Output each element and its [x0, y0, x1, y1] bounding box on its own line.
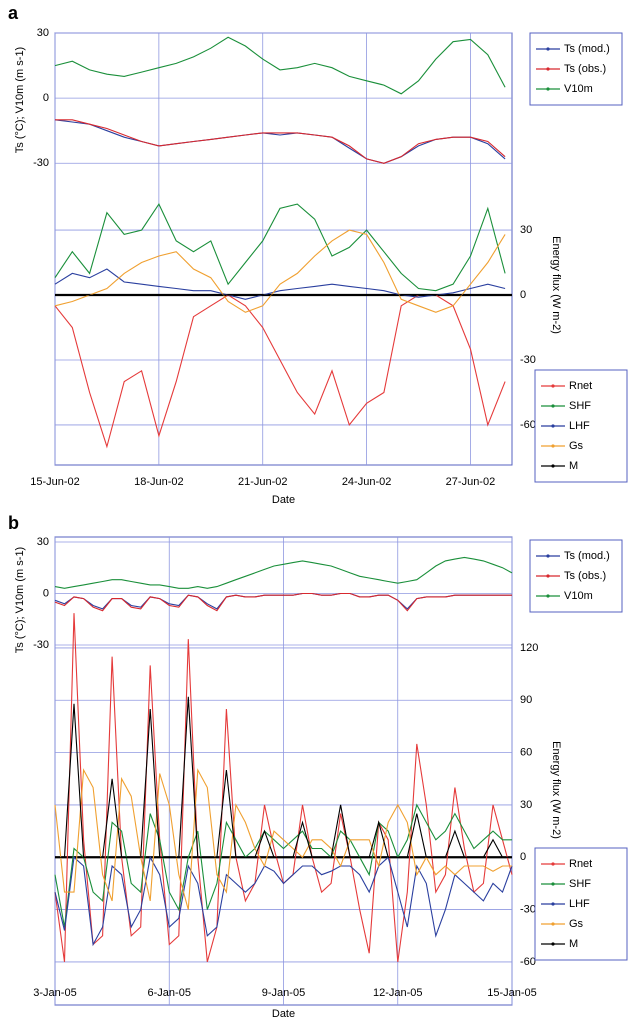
- y2-tick-label: -30: [520, 903, 536, 915]
- y-tick-label: -30: [33, 157, 49, 169]
- y2-axis-title: Energy flux (W m-2): [550, 741, 562, 839]
- legend-marker: [551, 384, 555, 388]
- legend-marker: [546, 574, 550, 578]
- legend-marker: [551, 404, 555, 408]
- series-line: [54, 803, 512, 928]
- y-tick-label: 30: [37, 27, 49, 39]
- x-tick-label: 21-Jun-02: [238, 476, 288, 488]
- legend-marker: [551, 424, 555, 428]
- x-tick-label: 24-Jun-02: [342, 476, 392, 488]
- legend-marker: [546, 87, 550, 91]
- series-line: [55, 119, 506, 164]
- legend-label: V10m: [564, 83, 593, 95]
- y2-tick-label: 0: [520, 851, 526, 863]
- y2-tick-label: 0: [520, 289, 526, 301]
- x-tick-label: 15-Jan-05: [487, 987, 537, 999]
- y-tick-label: 0: [43, 92, 49, 104]
- legend-marker: [551, 882, 555, 886]
- legend-marker: [551, 922, 555, 926]
- legend-label: SHF: [569, 400, 591, 412]
- legend-label: LHF: [569, 898, 590, 910]
- panel-label: a: [8, 3, 19, 23]
- x-tick-label: 15-Jun-02: [30, 476, 80, 488]
- series-line: [54, 294, 506, 449]
- panel-label: b: [8, 513, 19, 533]
- y2-tick-label: 30: [520, 224, 532, 236]
- legend-marker: [546, 67, 550, 71]
- legend-marker: [551, 444, 555, 448]
- series-line: [54, 855, 513, 947]
- y-axis-title: Ts (°C); V10m (m s-1): [14, 547, 26, 653]
- series-line: [55, 696, 512, 858]
- legend-label: Gs: [569, 440, 584, 452]
- legend-label: LHF: [569, 420, 590, 432]
- series-line: [54, 768, 512, 910]
- legend-label: V10m: [564, 590, 593, 602]
- legend-label: Ts (mod.): [564, 550, 610, 562]
- x-axis-title: Date: [272, 494, 295, 506]
- x-tick-label: 12-Jan-05: [373, 987, 423, 999]
- y-tick-label: 0: [43, 587, 49, 599]
- series-line: [54, 202, 506, 292]
- series-line: [54, 592, 512, 612]
- series-line: [54, 229, 506, 313]
- x-tick-label: 3-Jan-05: [33, 987, 76, 999]
- legend-marker: [546, 554, 550, 558]
- legend-marker: [551, 464, 555, 468]
- series-line: [54, 556, 513, 589]
- series-line: [54, 119, 506, 164]
- legend-label: M: [569, 938, 578, 950]
- legend-label: M: [569, 460, 578, 472]
- legend-label: Ts (obs.): [564, 63, 606, 75]
- legend-label: Rnet: [569, 858, 592, 870]
- y2-tick-label: -30: [520, 354, 536, 366]
- y2-tick-label: 120: [520, 642, 538, 654]
- x-tick-label: 9-Jan-05: [262, 987, 305, 999]
- y2-tick-label: 90: [520, 694, 532, 706]
- legend-label: SHF: [569, 878, 591, 890]
- x-tick-label: 18-Jun-02: [134, 476, 184, 488]
- y-tick-label: -30: [33, 639, 49, 651]
- legend-marker: [551, 902, 555, 906]
- x-tick-label: 6-Jan-05: [148, 987, 191, 999]
- legend-marker: [551, 862, 555, 866]
- legend-marker: [546, 594, 550, 598]
- legend-label: Ts (mod.): [564, 43, 610, 55]
- y2-axis-title: Energy flux (W m-2): [550, 236, 562, 334]
- legend-label: Gs: [569, 918, 584, 930]
- y-axis-title: Ts (°C); V10m (m s-1): [14, 47, 26, 153]
- y2-tick-label: 60: [520, 747, 532, 759]
- y-tick-label: 30: [37, 536, 49, 548]
- legend-label: Ts (obs.): [564, 570, 606, 582]
- legend-marker: [546, 47, 550, 51]
- series-line: [54, 268, 506, 300]
- legend-label: Rnet: [569, 380, 592, 392]
- x-axis-title: Date: [272, 1008, 295, 1020]
- y2-tick-label: -60: [520, 956, 536, 968]
- x-tick-label: 27-Jun-02: [446, 476, 496, 488]
- legend-marker: [551, 942, 555, 946]
- y2-tick-label: -60: [520, 419, 536, 431]
- y2-tick-label: 30: [520, 799, 532, 811]
- series-line: [54, 36, 506, 95]
